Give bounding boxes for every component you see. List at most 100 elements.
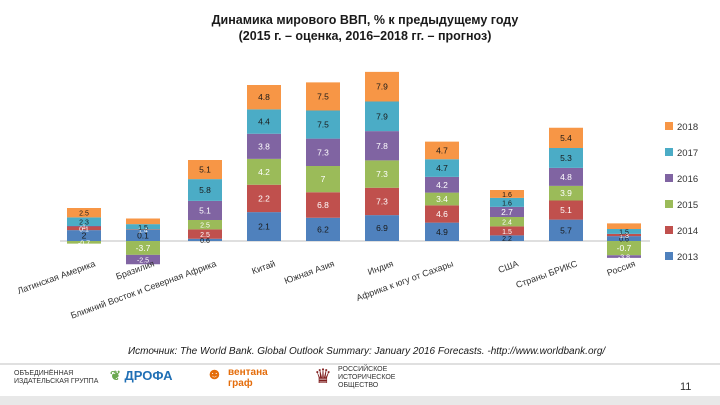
bar-segment-2013 bbox=[188, 238, 222, 241]
bar-segment-2015 bbox=[247, 158, 281, 185]
data-label: 4.8 bbox=[258, 92, 270, 102]
data-label: 0.6 bbox=[619, 237, 629, 244]
bar-segment-2014 bbox=[126, 229, 160, 230]
data-label: -0.7 bbox=[78, 240, 90, 247]
drofa-logo: ❦ ДРОФА bbox=[110, 368, 173, 384]
bar-segment-2013 bbox=[67, 230, 101, 241]
ventana-face-icon: ☻ bbox=[206, 366, 223, 383]
publishing-group-logo: ОБЪЕДИНЁННАЯ ИЗДАТЕЛЬСКАЯ ГРУППА bbox=[14, 370, 98, 386]
chart-title-line2: (2015 г. – оценка, 2016–2018 гг. – прогн… bbox=[238, 29, 492, 43]
legend-swatch-2013 bbox=[665, 252, 673, 260]
bar-segment-2018 bbox=[247, 85, 281, 110]
bar-segment-2014 bbox=[306, 192, 340, 218]
bar-segment-2015 bbox=[126, 241, 160, 255]
data-label: -2.5 bbox=[137, 258, 149, 265]
legend-swatch-2016 bbox=[665, 174, 673, 182]
bar-segment-2013 bbox=[247, 212, 281, 241]
data-label: 7.3 bbox=[376, 169, 388, 179]
data-label: 5.3 bbox=[560, 153, 572, 163]
bar-segment-2016 bbox=[549, 167, 583, 186]
data-label: 2.3 bbox=[79, 220, 89, 227]
bar-segment-2014 bbox=[549, 200, 583, 220]
legend-label-2015: 2015 bbox=[677, 200, 698, 211]
data-label: 2.5 bbox=[200, 232, 210, 239]
data-label: 3.9 bbox=[560, 188, 572, 198]
bar-segment-2016 bbox=[490, 206, 524, 217]
data-label: 2.5 bbox=[79, 211, 89, 218]
data-label: 6.2 bbox=[317, 224, 329, 234]
data-label: 2.1 bbox=[258, 222, 270, 232]
category-label: Африка к югу от Сахары bbox=[355, 258, 455, 302]
data-label: 5.1 bbox=[199, 165, 211, 175]
bar-segment-2015 bbox=[549, 185, 583, 201]
category-label: Страны БРИКС bbox=[515, 258, 580, 290]
bar-segment-2015 bbox=[425, 192, 459, 206]
bar-segment-2015 bbox=[306, 166, 340, 193]
data-label: 7.9 bbox=[376, 82, 388, 92]
data-label: 4.4 bbox=[258, 117, 270, 127]
bar-segment-2017 bbox=[306, 110, 340, 139]
bar-segment-2015 bbox=[490, 217, 524, 227]
data-label: 3.4 bbox=[436, 194, 448, 204]
data-label: 1.5 bbox=[619, 229, 629, 236]
bar-segment-2015 bbox=[188, 220, 222, 230]
bar-segment-2014 bbox=[67, 226, 101, 231]
data-label: 6.9 bbox=[376, 223, 388, 233]
bar-segment-2013 bbox=[306, 217, 340, 241]
rus-history-logo: ♛ РОССИЙСКОЕ ИСТОРИЧЕСКОЕ ОБЩЕСТВО bbox=[314, 366, 395, 390]
bar-segment-2017 bbox=[67, 217, 101, 226]
data-label: 4.2 bbox=[258, 167, 270, 177]
category-label: Индия bbox=[366, 258, 395, 277]
bar-segment-2015 bbox=[365, 160, 399, 188]
bar-segment-2016 bbox=[126, 254, 160, 265]
data-label: 5.1 bbox=[560, 205, 572, 215]
footer-bar bbox=[0, 396, 720, 405]
data-label: -0.7 bbox=[617, 243, 632, 253]
bar-segment-2016 bbox=[607, 255, 641, 258]
bar-segment-2013 bbox=[126, 229, 160, 241]
legend-label-2018: 2018 bbox=[677, 122, 698, 133]
data-label: 7.9 bbox=[376, 111, 388, 121]
bar-segment-2014 bbox=[188, 229, 222, 239]
bar-segment-2016 bbox=[247, 133, 281, 159]
data-label: 5.7 bbox=[560, 225, 572, 235]
bar-segment-2017 bbox=[188, 179, 222, 201]
bar-segment-2016 bbox=[188, 200, 222, 220]
bar-segment-2015 bbox=[67, 241, 101, 244]
category-label: Китай bbox=[250, 258, 276, 276]
bar-segment-2017 bbox=[549, 148, 583, 168]
bar-segment-2018 bbox=[425, 141, 459, 160]
data-label: 0.1 bbox=[79, 226, 89, 233]
ventana-line2: граф bbox=[228, 378, 253, 389]
data-label: 2.7 bbox=[501, 207, 513, 217]
bar-segment-2018 bbox=[365, 71, 399, 102]
source-link[interactable]: http://www.worldbank.org/ bbox=[490, 346, 606, 357]
group-logo-line2: ИЗДАТЕЛЬСКАЯ ГРУППА bbox=[14, 378, 99, 385]
bar-segment-2017 bbox=[247, 109, 281, 134]
category-label: США bbox=[497, 258, 520, 274]
chart-title-line1: Динамика мирового ВВП, % к предыдущему г… bbox=[211, 13, 519, 27]
data-label: 4.2 bbox=[436, 180, 448, 190]
bar-segment-2016 bbox=[67, 226, 101, 227]
chart-title: Динамика мирового ВВП, % к предыдущему г… bbox=[130, 12, 600, 44]
bar-segment-2013 bbox=[365, 215, 399, 241]
bar-segment-2018 bbox=[67, 208, 101, 218]
data-label: 2.2 bbox=[258, 193, 270, 203]
bar-segment-2014 bbox=[365, 187, 399, 216]
legend-swatch-2015 bbox=[665, 200, 673, 208]
data-label: 2 bbox=[82, 231, 87, 241]
bar-segment-2013 bbox=[490, 235, 524, 241]
rus-line1: РОССИЙСКОЕ bbox=[338, 366, 388, 373]
bar-segment-2013 bbox=[607, 236, 641, 241]
data-label: 7.3 bbox=[317, 147, 329, 157]
bar-segment-2017 bbox=[607, 229, 641, 234]
legend-swatch-2014 bbox=[665, 226, 673, 234]
legend-label-2013: 2013 bbox=[677, 252, 698, 263]
bar-segment-2018 bbox=[306, 82, 340, 111]
data-label: 0.6 bbox=[200, 238, 210, 245]
legend-swatch-2017 bbox=[665, 148, 673, 156]
data-label: 1.6 bbox=[502, 192, 512, 199]
legend-label-2017: 2017 bbox=[677, 148, 698, 159]
data-label: 1.5 bbox=[138, 225, 148, 232]
drofa-logo-text: ДРОФА bbox=[124, 368, 173, 383]
